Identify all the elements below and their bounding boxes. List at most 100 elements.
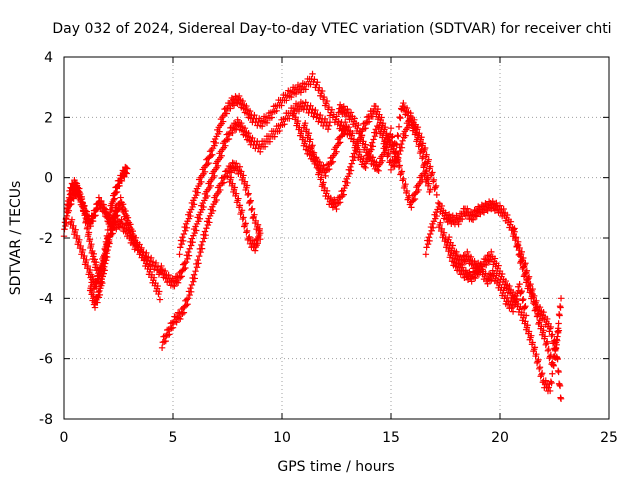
data-point	[166, 331, 173, 338]
data-point	[344, 179, 351, 187]
data-point	[399, 137, 406, 144]
data-point	[228, 164, 236, 171]
data-point	[556, 382, 564, 390]
data-point	[345, 123, 353, 131]
data-point	[540, 327, 547, 334]
data-point	[553, 341, 560, 348]
data-point	[199, 238, 206, 245]
data-point	[522, 270, 529, 277]
data-point	[493, 199, 500, 207]
data-point	[201, 168, 209, 176]
data-point	[193, 264, 201, 271]
data-point	[311, 76, 318, 83]
data-point	[246, 107, 254, 115]
data-point	[520, 296, 527, 303]
data-point	[336, 139, 344, 146]
data-point	[72, 179, 79, 186]
data-point	[184, 301, 191, 308]
data-point	[424, 240, 432, 248]
data-point	[108, 226, 116, 234]
data-point	[146, 261, 153, 268]
data-point	[431, 185, 438, 193]
data-point	[124, 214, 132, 221]
data-point	[382, 147, 390, 154]
data-point	[360, 155, 367, 162]
data-point	[415, 186, 422, 194]
data-point	[252, 217, 260, 225]
data-point	[80, 203, 88, 210]
data-point	[266, 138, 274, 145]
data-point	[411, 195, 419, 203]
data-point	[231, 125, 238, 133]
data-point	[321, 115, 329, 123]
data-point	[485, 257, 492, 265]
data-point	[241, 178, 249, 185]
data-point	[191, 275, 198, 282]
data-point	[514, 242, 521, 250]
data-point	[124, 165, 131, 172]
data-point	[549, 370, 556, 377]
data-point	[76, 236, 83, 244]
data-point	[557, 295, 565, 302]
data-point	[227, 105, 234, 112]
data-point	[122, 207, 129, 215]
data-point	[356, 148, 363, 156]
data-point	[139, 251, 146, 259]
data-point	[110, 196, 117, 204]
data-point	[408, 119, 416, 126]
data-point	[482, 261, 490, 269]
data-point	[173, 278, 180, 286]
data-point	[184, 255, 191, 263]
data-point	[111, 195, 118, 202]
data-point	[366, 118, 373, 125]
data-point	[346, 170, 353, 177]
data-point	[482, 270, 489, 277]
data-point	[271, 133, 278, 140]
data-point	[556, 312, 563, 319]
data-point	[190, 271, 198, 278]
data-point	[423, 244, 430, 251]
series-track-3	[67, 216, 164, 293]
data-point	[188, 281, 196, 289]
data-point	[394, 132, 401, 139]
data-point	[200, 203, 207, 211]
data-point	[470, 274, 478, 281]
data-point	[316, 84, 323, 91]
data-point	[334, 120, 341, 128]
data-point	[147, 257, 154, 265]
data-point	[89, 273, 96, 280]
data-point	[454, 214, 462, 221]
data-point	[552, 347, 559, 354]
data-point	[511, 225, 518, 232]
data-point	[132, 242, 139, 250]
data-point	[557, 304, 564, 311]
data-point	[129, 233, 136, 241]
data-point	[221, 105, 228, 113]
data-point	[540, 309, 547, 316]
data-point	[151, 262, 159, 270]
data-point	[62, 222, 69, 230]
data-point	[112, 208, 120, 216]
data-point	[84, 262, 92, 270]
data-point	[305, 130, 313, 137]
data-point	[180, 266, 188, 273]
data-point	[331, 196, 338, 203]
data-point	[396, 162, 403, 169]
data-point	[354, 124, 361, 132]
data-point	[72, 226, 79, 233]
data-point	[405, 109, 412, 116]
data-point	[314, 79, 321, 86]
data-point	[475, 259, 482, 267]
data-point	[243, 227, 251, 235]
data-point	[73, 232, 81, 240]
data-point	[350, 157, 357, 164]
data-point	[516, 250, 523, 258]
data-point	[496, 202, 504, 209]
data-point	[440, 229, 448, 236]
data-point	[355, 121, 362, 129]
data-point	[248, 206, 255, 214]
data-point	[169, 282, 177, 289]
data-point	[312, 106, 319, 114]
data-point	[119, 201, 127, 208]
data-point	[254, 221, 262, 228]
